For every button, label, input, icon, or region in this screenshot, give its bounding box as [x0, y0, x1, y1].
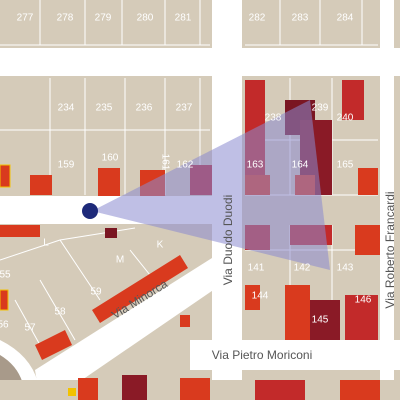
parcel-label: 163 — [247, 160, 264, 171]
parcel-label: 234 — [58, 103, 75, 114]
parcel-label: 278 — [57, 13, 74, 24]
parcel-label: 165 — [337, 160, 354, 171]
parcel-label: L — [43, 238, 49, 249]
parcel-label: 145 — [312, 315, 329, 326]
parcel-label: 164 — [292, 160, 309, 171]
parcel-label: K — [157, 240, 164, 251]
parcel-label: 237 — [176, 103, 193, 114]
street-label: Via Duodo Duodi — [221, 195, 235, 286]
street-label: Via Roberto Francardi — [383, 191, 397, 308]
parcel-label: 141 — [248, 263, 265, 274]
parcel-label: 235 — [96, 103, 113, 114]
parcel-label: 283 — [292, 13, 309, 24]
parcel-label: 159 — [58, 160, 75, 171]
parcel-label: 162 — [177, 160, 194, 171]
parcel-label: 160 — [102, 153, 119, 164]
parcel-label: 55 — [0, 270, 11, 281]
parcel-label: 280 — [137, 13, 154, 24]
parcel-label: 146 — [355, 295, 372, 306]
parcel-label: 144 — [252, 291, 269, 302]
street-label: Via Pietro Moriconi — [212, 348, 313, 362]
parcel-label: 279 — [95, 13, 112, 24]
parcel-label: 161 — [159, 154, 170, 171]
parcel-label: 238 — [265, 113, 282, 124]
parcel-label: 59 — [90, 287, 102, 298]
parcel-label: 57 — [24, 323, 36, 334]
parcel-label: 240 — [337, 113, 354, 124]
parcel-label: 58 — [54, 307, 66, 318]
parcel-label: 56 — [0, 320, 9, 331]
parcel-label: 143 — [337, 263, 354, 274]
parcel-label: 282 — [249, 13, 266, 24]
view-cone — [92, 100, 330, 270]
viewpoint[interactable] — [82, 203, 98, 219]
parcel-label: M — [116, 255, 124, 266]
parcel-label: 281 — [175, 13, 192, 24]
parcel-label: 239 — [312, 103, 329, 114]
parcel-label: 277 — [17, 13, 34, 24]
parcel-label: 142 — [294, 263, 311, 274]
parcel-label: 284 — [337, 13, 354, 24]
parcel-label: 236 — [136, 103, 153, 114]
